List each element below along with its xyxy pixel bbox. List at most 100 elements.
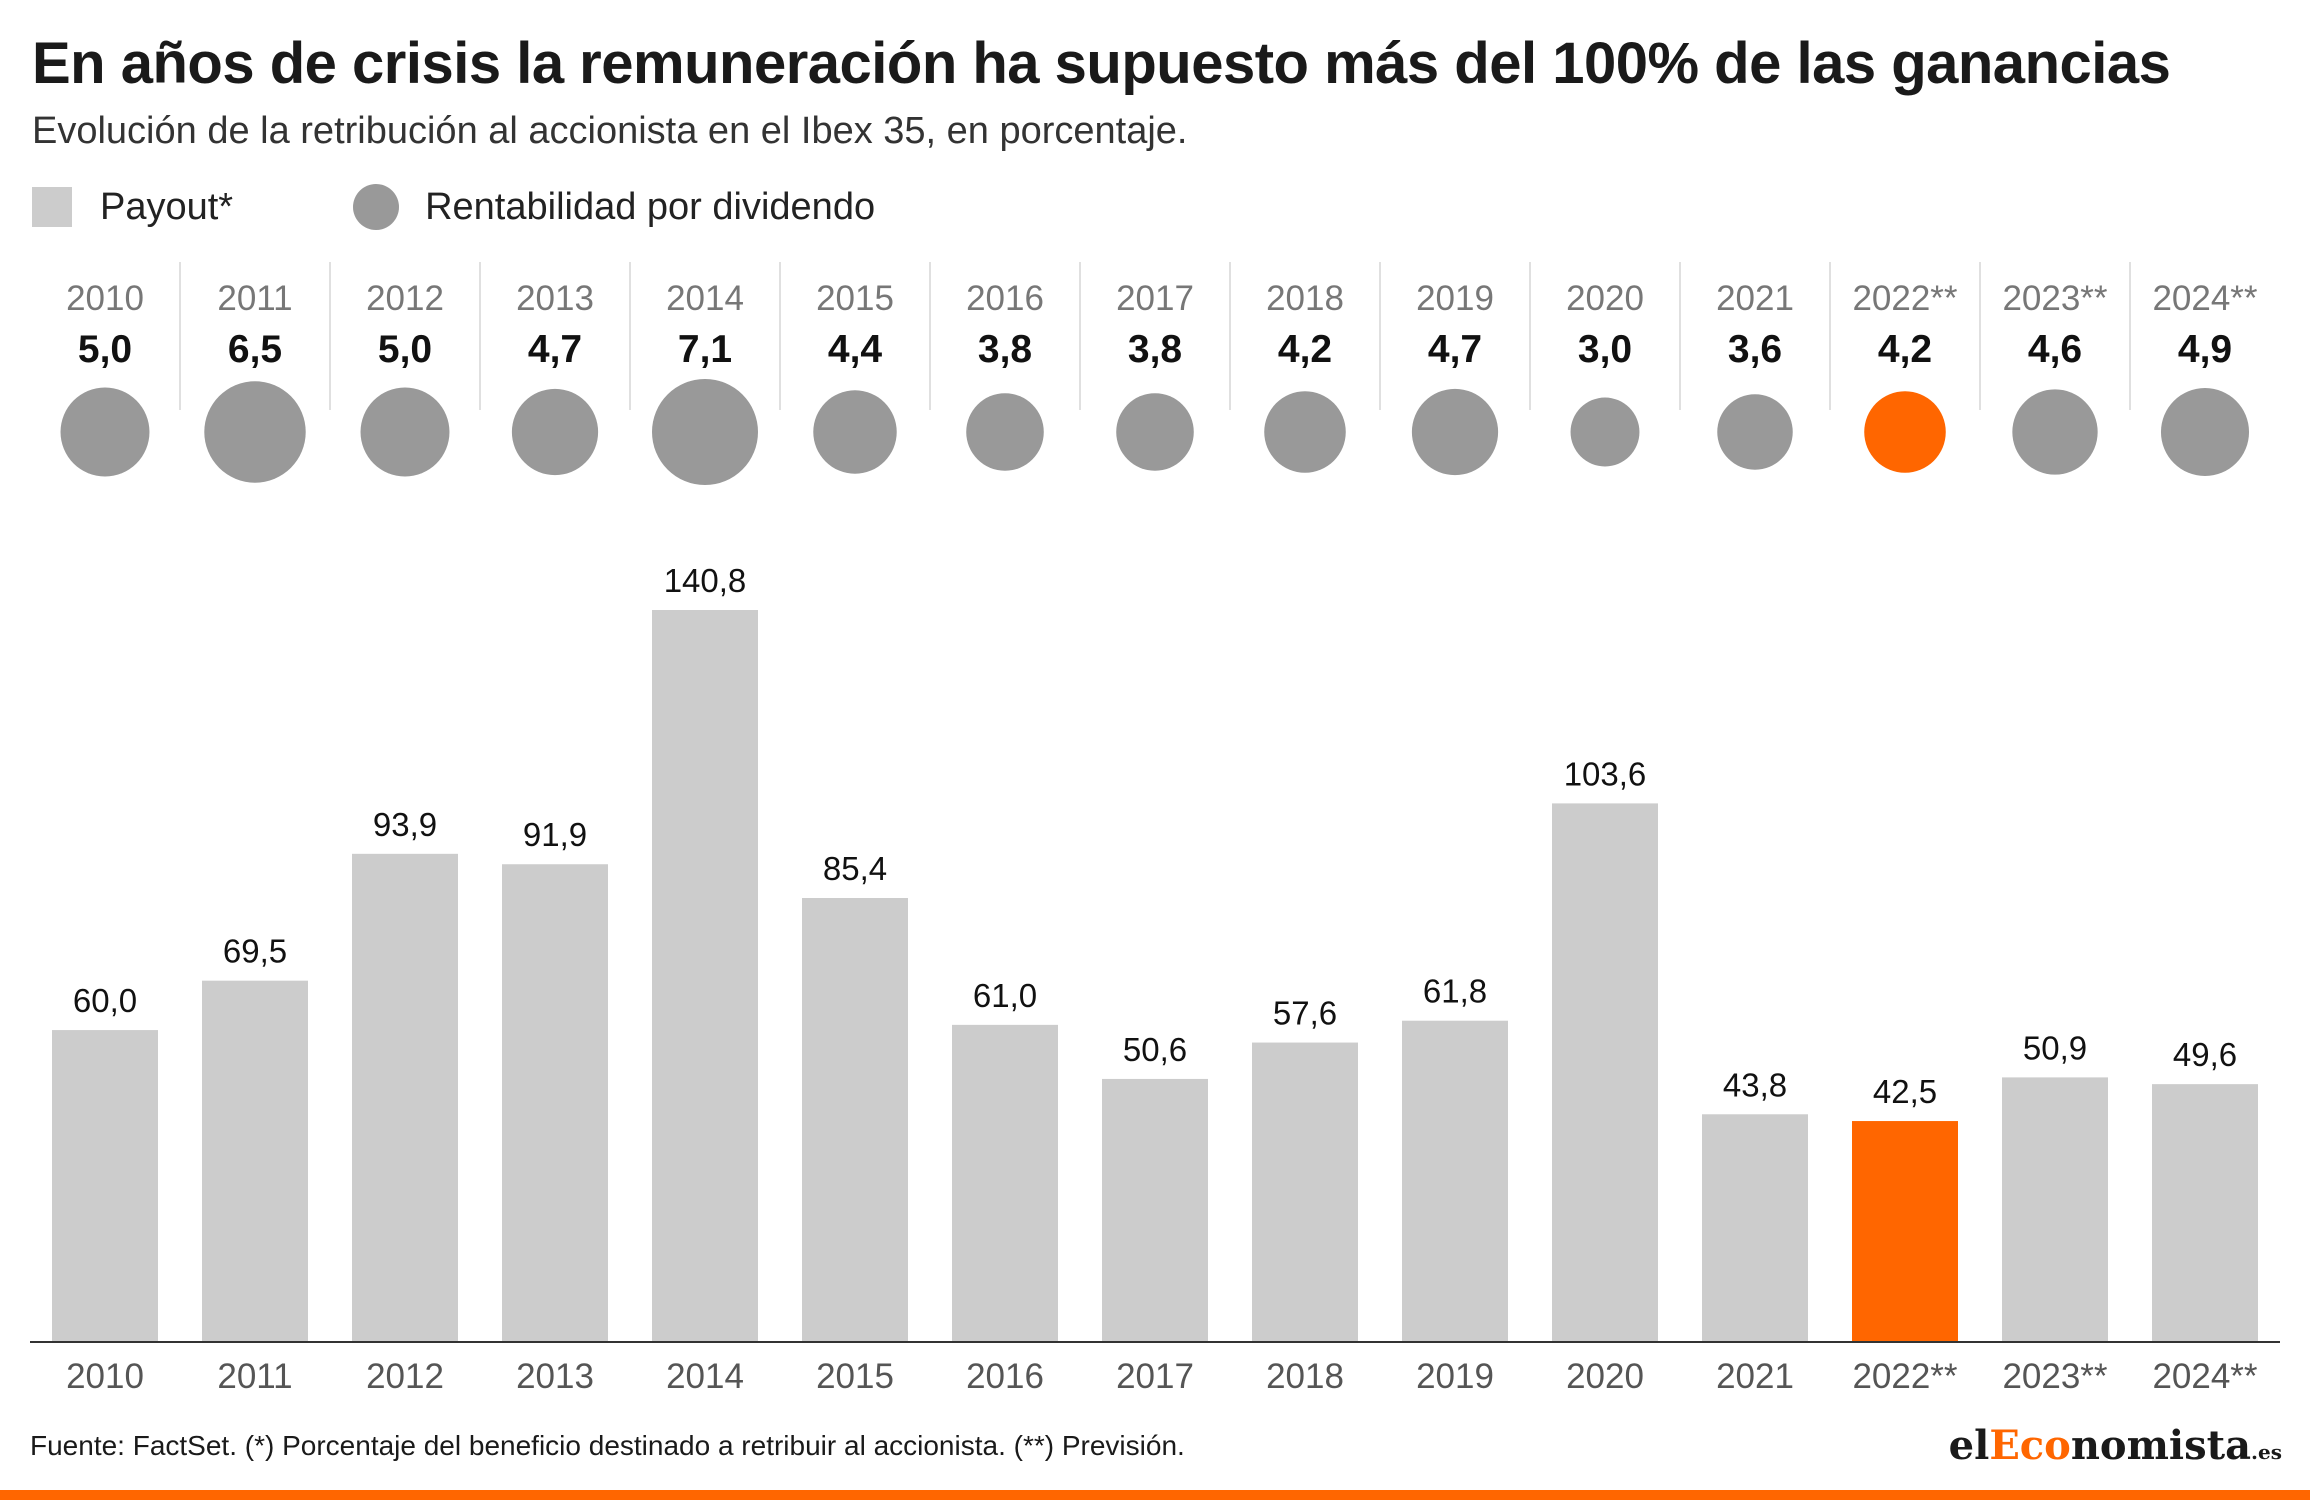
- payout-bar: [1552, 803, 1658, 1342]
- yield-year-label: 2019: [1416, 279, 1494, 318]
- logo-text-pre: el: [1948, 1422, 1990, 1469]
- payout-bar: [202, 980, 308, 1342]
- payout-value-label: 50,9: [2023, 1029, 2087, 1066]
- brand-logo: elEconomista.es: [1949, 1422, 2282, 1469]
- yield-circle: [813, 390, 897, 474]
- payout-bar: [952, 1024, 1058, 1342]
- x-tick-label: 2024**: [2152, 1357, 2257, 1396]
- logo-text-accent: Eco: [1989, 1422, 2071, 1469]
- yield-value-label: 4,7: [1428, 328, 1482, 371]
- yield-value-label: 6,5: [228, 328, 282, 371]
- yield-value-label: 3,0: [1578, 328, 1632, 371]
- payout-bar: [502, 864, 608, 1342]
- payout-value-label: 49,6: [2173, 1036, 2237, 1073]
- yield-value-label: 3,8: [978, 328, 1032, 371]
- legend-payout-label: Payout*: [100, 185, 234, 228]
- payout-value-label: 140,8: [664, 562, 747, 599]
- payout-value-label: 60,0: [73, 982, 137, 1019]
- yield-year-label: 2013: [516, 279, 594, 318]
- payout-value-label: 61,8: [1423, 973, 1487, 1010]
- x-tick-label: 2015: [816, 1357, 894, 1396]
- payout-bar: [2002, 1077, 2108, 1342]
- payout-value-label: 93,9: [373, 806, 437, 843]
- yield-year-label: 2021: [1716, 279, 1794, 318]
- payout-bar: [1102, 1078, 1208, 1342]
- yield-circle: [1570, 397, 1640, 467]
- yield-year-label: 2014: [666, 279, 744, 318]
- x-tick-label: 2011: [217, 1357, 292, 1396]
- yield-circle: [2160, 387, 2250, 477]
- yield-year-label: 2012: [366, 279, 444, 318]
- payout-bar: [2152, 1084, 2258, 1342]
- yield-circle: [511, 388, 599, 476]
- logo-text-post: nomista: [2070, 1422, 2252, 1469]
- x-tick-label: 2022**: [1852, 1357, 1957, 1396]
- x-tick-label: 2010: [66, 1357, 144, 1396]
- x-tick-label: 2018: [1266, 1357, 1344, 1396]
- x-tick-label: 2019: [1416, 1357, 1494, 1396]
- yield-value-label: 4,9: [2178, 328, 2232, 371]
- yield-year-label: 2017: [1116, 279, 1194, 318]
- payout-value-label: 91,9: [523, 816, 587, 853]
- yield-year-label: 2010: [66, 279, 144, 318]
- x-tick-label: 2023**: [2002, 1357, 2107, 1396]
- yield-value-label: 4,2: [1878, 328, 1932, 371]
- payout-bar: [1402, 1020, 1508, 1342]
- yield-year-label: 2016: [966, 279, 1044, 318]
- yield-value-label: 3,8: [1128, 328, 1182, 371]
- chart: 2010 5,0 2011 6,5 2012 5,0 2013 4,7 2014 7,1 2015 4…: [30, 262, 2280, 1396]
- legend-yield-swatch: [353, 184, 400, 230]
- yield-year-label: 2018: [1266, 279, 1344, 318]
- payout-bar: [1702, 1114, 1808, 1342]
- logo-text-domain: .es: [2251, 1440, 2282, 1464]
- yield-value-label: 3,6: [1728, 328, 1782, 371]
- legend-yield-label: Rentabilidad por dividendo: [425, 185, 876, 228]
- chart-subtitle: Evolución de la retribución al accionist…: [32, 110, 1188, 152]
- payout-value-label: 85,4: [823, 850, 887, 887]
- x-tick-label: 2012: [366, 1357, 444, 1396]
- yield-year-label: 2022**: [1852, 279, 1957, 318]
- yield-circle: [204, 381, 306, 483]
- x-tick-label: 2020: [1566, 1357, 1644, 1396]
- yield-circle: [1116, 393, 1194, 471]
- yield-year-label: 2011: [217, 279, 292, 318]
- yield-circle: [60, 387, 150, 477]
- payout-value-label: 42,5: [1873, 1073, 1937, 1110]
- payout-bar: [52, 1030, 158, 1342]
- chart-title: En años de crisis la remuneración ha sup…: [32, 31, 2171, 96]
- payout-value-label: 61,0: [973, 977, 1037, 1014]
- yield-value-label: 7,1: [678, 328, 732, 371]
- payout-value-label: 103,6: [1564, 755, 1647, 792]
- yield-year-label: 2020: [1566, 279, 1644, 318]
- yield-circle: [2012, 389, 2098, 475]
- bottom-accent-bar: [0, 1490, 2310, 1500]
- yield-year-label: 2024**: [2152, 279, 2257, 318]
- yield-value-label: 4,2: [1278, 328, 1332, 371]
- payout-value-label: 43,8: [1723, 1066, 1787, 1103]
- yield-circle: [1717, 394, 1793, 470]
- yield-year-label: 2023**: [2002, 279, 2107, 318]
- payout-value-label: 50,6: [1123, 1031, 1187, 1068]
- yield-year-label: 2015: [816, 279, 894, 318]
- yield-circle: [1864, 391, 1946, 473]
- yield-value-label: 5,0: [378, 328, 432, 371]
- yield-circle: [652, 379, 758, 485]
- payout-value-label: 69,5: [223, 933, 287, 970]
- payout-bar: [1852, 1121, 1958, 1342]
- yield-circle: [360, 387, 450, 477]
- payout-bar: [652, 610, 758, 1342]
- yield-circle: [1264, 391, 1346, 473]
- yield-circle: [966, 393, 1044, 471]
- payout-bar: [352, 853, 458, 1342]
- payout-bar: [802, 898, 908, 1342]
- footer-source: Fuente: FactSet. (*) Porcentaje del bene…: [30, 1430, 1185, 1461]
- legend: Payout* Rentabilidad por dividendo: [32, 182, 875, 232]
- legend-payout-swatch: [32, 187, 72, 227]
- x-tick-label: 2014: [666, 1357, 744, 1396]
- x-tick-label: 2016: [966, 1357, 1044, 1396]
- yield-value-label: 4,7: [528, 328, 582, 371]
- x-tick-label: 2013: [516, 1357, 594, 1396]
- yield-value-label: 4,6: [2028, 328, 2082, 371]
- yield-value-label: 5,0: [78, 328, 132, 371]
- x-tick-label: 2021: [1716, 1357, 1794, 1396]
